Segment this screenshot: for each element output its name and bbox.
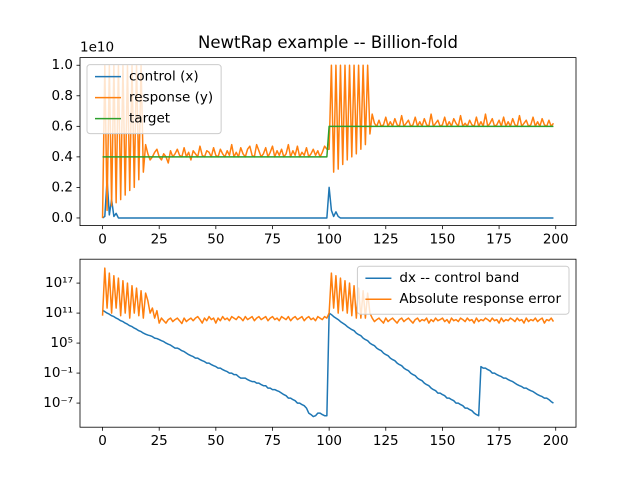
series-line xyxy=(102,309,554,418)
x-tick-label: 0 xyxy=(98,232,107,248)
axes-frame xyxy=(79,57,577,226)
x-tick-label: 175 xyxy=(486,433,512,449)
y-tick-label: 0.0 xyxy=(52,210,73,226)
x-tick-label: 200 xyxy=(543,232,569,248)
legend-box xyxy=(86,64,222,135)
y-tick-label: 10⁻¹ xyxy=(43,365,73,381)
x-tick-label: 125 xyxy=(373,433,399,449)
x-tick-label: 75 xyxy=(264,232,281,248)
axes-frame xyxy=(79,258,577,428)
x-tick-label: 50 xyxy=(207,433,224,449)
legend-label: response (y) xyxy=(129,90,213,106)
y-tick-label: 1.0 xyxy=(52,57,73,73)
x-tick-label: 50 xyxy=(207,232,224,248)
legend-box xyxy=(356,265,570,315)
x-tick-label: 100 xyxy=(316,232,342,248)
y-tick-label: 0.6 xyxy=(52,118,73,134)
y-tick-label: 0.8 xyxy=(52,88,73,104)
y-tick-label: 0.2 xyxy=(52,179,73,195)
series-line xyxy=(102,125,554,158)
x-tick-label: 25 xyxy=(151,433,168,449)
series-line xyxy=(101,267,555,325)
legend-label: control (x) xyxy=(129,69,199,85)
legend-label: target xyxy=(129,111,170,127)
x-tick-label: 150 xyxy=(430,232,456,248)
series-line xyxy=(102,179,554,219)
x-tick-label: 125 xyxy=(373,232,399,248)
x-tick-label: 100 xyxy=(316,433,342,449)
legend-label: Absolute response error xyxy=(399,291,561,307)
x-tick-label: 175 xyxy=(486,232,512,248)
x-tick-label: 200 xyxy=(543,433,569,449)
x-tick-label: 150 xyxy=(430,433,456,449)
chart-title: NewtRap example -- Billion-fold xyxy=(198,33,458,52)
y-tick-label: 10¹⁷ xyxy=(45,275,73,291)
x-tick-label: 0 xyxy=(98,433,107,449)
x-tick-label: 25 xyxy=(151,232,168,248)
y-tick-label: 10¹¹ xyxy=(45,305,73,321)
y-tick-label: 10⁵ xyxy=(50,335,73,351)
offset-text: 1e10 xyxy=(80,40,114,56)
y-tick-label: 0.4 xyxy=(52,149,73,165)
legend-label: dx -- control band xyxy=(399,270,519,286)
y-tick-label: 10⁻⁷ xyxy=(43,395,73,411)
x-tick-label: 75 xyxy=(264,433,281,449)
